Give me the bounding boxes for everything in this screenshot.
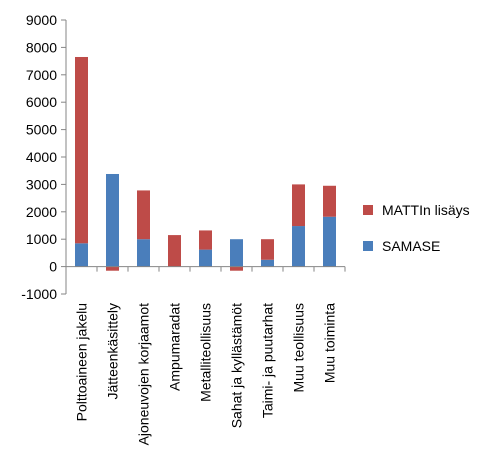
y-tick-label: 4000 [26,149,57,165]
bars [75,56,336,271]
y-tick-label: 3000 [26,176,57,192]
legend-label: MATTIn lisäys [382,202,470,218]
legend-swatch [363,241,373,251]
x-category-label: Polttoaineen jakelu [74,303,90,421]
bar-samase [137,239,150,267]
legend-label: SAMASE [382,238,440,254]
x-category-label: Jätteenkäsittely [105,303,121,400]
y-tick-label: 6000 [26,94,57,110]
y-tick-label: 1000 [26,231,57,247]
y-tick-label: -1000 [21,286,57,302]
y-tick-label: 9000 [26,12,57,28]
y-tick-label: 0 [49,259,57,275]
y-tick-label: 5000 [26,122,57,138]
bar-samase [106,173,119,267]
bar-mattin-lisays [323,185,336,217]
bar-mattin-lisays [199,230,212,250]
x-category-label: Ajoneuvojen korjaamot [136,303,152,446]
x-category-label: Metalliteollisuus [198,303,214,402]
legend: MATTIn lisäys SAMASE [363,202,470,254]
x-category-label: Muu toiminta [322,303,338,383]
bar-samase [230,239,243,267]
y-tick-label: 2000 [26,204,57,220]
bar-samase [199,249,212,267]
bar-mattin-lisays [75,56,88,244]
bar-mattin-lisays [292,184,305,227]
y-tick-label: 8000 [26,39,57,55]
x-axis: Polttoaineen jakelu Jätteenkäsittely Ajone… [65,266,346,446]
x-category-label: Ampumaradat [167,303,183,391]
bar-samase [75,243,88,267]
bar-samase [323,216,336,267]
x-category-label: Sahat ja kyllästämöt [229,303,245,428]
x-category-label: Taimi- ja puutarhat [260,303,276,418]
legend-swatch [363,205,373,215]
bar-mattin-lisays [106,266,119,271]
bar-mattin-lisays [230,266,243,271]
bar-samase [261,259,274,267]
bar-samase [292,226,305,267]
y-tick-label: 7000 [26,67,57,83]
bar-mattin-lisays [261,239,274,260]
y-axis: -1000 0 1000 2000 3000 4000 5000 6000 7000 8000 90… [21,12,67,302]
bar-mattin-lisays [137,190,150,240]
bar-mattin-lisays [168,235,181,267]
x-category-label: Muu teollisuus [291,303,307,393]
